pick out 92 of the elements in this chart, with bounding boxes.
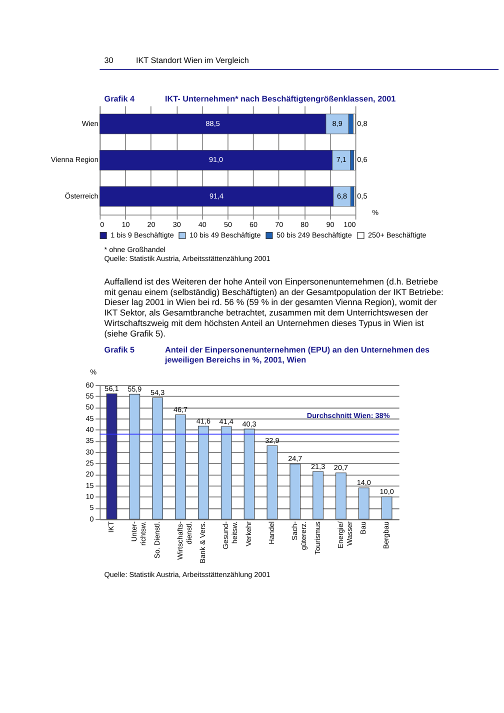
x-tick-label: 40 (198, 220, 206, 229)
bar (152, 397, 164, 520)
bar (336, 472, 346, 520)
legend-label: 10 bis 49 Beschäftigte (189, 230, 261, 240)
text: * ohne Großhandel (104, 244, 166, 254)
y-axis-title: % (90, 368, 98, 377)
data-label: 14,0 (356, 478, 371, 488)
text: 30 (104, 56, 114, 66)
x-tick-label: Sach- gütererz. (290, 520, 308, 550)
data-label: 41,4 (219, 416, 234, 426)
bar (381, 496, 392, 520)
y-tick-label: 20 (86, 470, 94, 479)
x-tick-label: Wirtschafts- dienstl. (175, 520, 194, 560)
x-tick-label: Gesund- heitsw. (221, 520, 240, 550)
y-tick-label: Österreich (64, 191, 98, 200)
data-label: 32,9 (265, 436, 280, 445)
chart-title: IKT- Unternehmen* nach Beschäftigtengrößenklassen, 2001 (164, 94, 396, 104)
data-label: 24,7 (288, 454, 302, 464)
bar (266, 445, 278, 520)
y-tick-label: 15 (86, 480, 94, 490)
data-label: 55,9 (128, 384, 142, 394)
data-label: 0,8 (357, 118, 368, 128)
text: Auffallend ist des Weiteren der hohe Anteil von Einpersonenunternehmen (d.h. Betriebe mit genau einem (selbständig) Beschäftigten) an der Gesamtpopulation der IKT Betriebe: Dieser lag 2001 in Wien bei rd. 56 % (59 % in der gesamten Vienna Region), womit der IKT Sektor, als Gesamtbranche betrachtet, zusammen mit dem Unterrichtswesen der Wirtschaftszweig mit dem höchsten Anteil an Unternehmen dieses Typus in Wien ist (siehe Grafik 5). (104, 276, 444, 339)
x-tick-label: Tourismus (312, 521, 322, 554)
x-tick-label: 80 (300, 220, 309, 229)
data-label: 0,6 (357, 155, 368, 164)
text: Grafik 5 (104, 345, 136, 354)
y-tick-label: Vienna Region (50, 155, 98, 164)
legend-label: 1 bis 9 Beschäftigte (110, 230, 174, 240)
data-label: 56,1 (104, 384, 119, 394)
x-tick-label: Bergbau (382, 521, 391, 549)
x-tick-label: So. Dienstl. (152, 521, 162, 559)
ref-line-label: Durchschnitt Wien: 38% (306, 410, 390, 420)
x-tick-label: 90 (326, 220, 334, 229)
data-label: 7,1 (336, 155, 346, 164)
x-tick-label: Bau (358, 521, 368, 534)
x-tick-label: 60 (250, 220, 258, 229)
x-tick-label: 100 (344, 220, 356, 229)
y-tick-label: 30 (86, 447, 94, 456)
y-tick-label: 10 (86, 492, 94, 502)
data-label: 91,0 (208, 155, 224, 164)
x-tick-label: Energie/ Wasser (336, 520, 354, 548)
bar (106, 393, 118, 520)
y-tick-label: 55 (86, 391, 94, 400)
x-tick-label: 30 (172, 220, 181, 229)
data-label: 6,8 (337, 191, 348, 200)
data-label: 21,3 (310, 462, 326, 471)
y-tick-label: 50 (86, 402, 94, 412)
y-tick-label: 60 (86, 380, 94, 390)
data-label: 54,3 (150, 388, 165, 398)
bar (175, 414, 186, 520)
legend-label: 250+ Beschäftigte (368, 230, 426, 240)
y-tick-label: 40 (86, 424, 94, 434)
y-tick-label: 45 (86, 414, 94, 423)
text: IKT Standort Wien im Vergleich (136, 56, 249, 66)
data-label: 8,9 (332, 118, 342, 128)
chart-title: Anteil der Einpersonenunternehmen (EPU) an den Unternehmen des jeweiligen Bereichs in %, 2001, Wien (164, 345, 430, 364)
bar (312, 471, 324, 520)
data-label: 40,3 (242, 419, 256, 428)
data-label: 91,4 (209, 191, 224, 200)
bar (129, 394, 140, 520)
bar (220, 426, 232, 520)
x-tick-label: 10 (122, 220, 130, 229)
bar (244, 428, 255, 520)
bar (198, 426, 209, 520)
y-tick-label: 25 (86, 458, 94, 468)
x-tick-label: 70 (275, 220, 284, 229)
x-tick-label: Unter- richtsw. (129, 520, 148, 546)
data-label: 10,0 (380, 487, 394, 496)
x-tick-label: 0 (100, 220, 104, 229)
text: Grafik 4 (104, 94, 136, 104)
x-tick-label: Handel (267, 521, 276, 544)
legend-label: 50 bis 249 Beschäftigte (276, 230, 352, 240)
source-note: Quelle: Statistik Austria, Arbeitsstättenzählung 2001 (104, 570, 270, 580)
bar (358, 488, 370, 520)
x-tick-label: 20 (147, 220, 156, 229)
data-label: 46,7 (173, 405, 188, 414)
bar (290, 464, 301, 520)
y-tick-label: 5 (90, 503, 94, 512)
data-label: 20,7 (334, 463, 348, 472)
x-tick-label: IKT (106, 520, 116, 533)
data-label: 88,5 (206, 118, 220, 128)
source-note: Quelle: Statistik Austria, Arbeitsstättenzählung 2001 (104, 254, 270, 263)
data-label: 41,6 (196, 416, 210, 426)
x-tick-label: 50 (224, 220, 232, 229)
y-tick-label: Wien (82, 118, 98, 128)
x-tick-label: Bank & Vers. (198, 521, 208, 564)
data-label: 0,5 (357, 191, 368, 200)
y-tick-label: 0 (90, 514, 94, 524)
x-axis-title: % (372, 208, 380, 218)
y-tick-label: 35 (86, 436, 94, 446)
x-tick-label: Verkehr (244, 520, 254, 546)
